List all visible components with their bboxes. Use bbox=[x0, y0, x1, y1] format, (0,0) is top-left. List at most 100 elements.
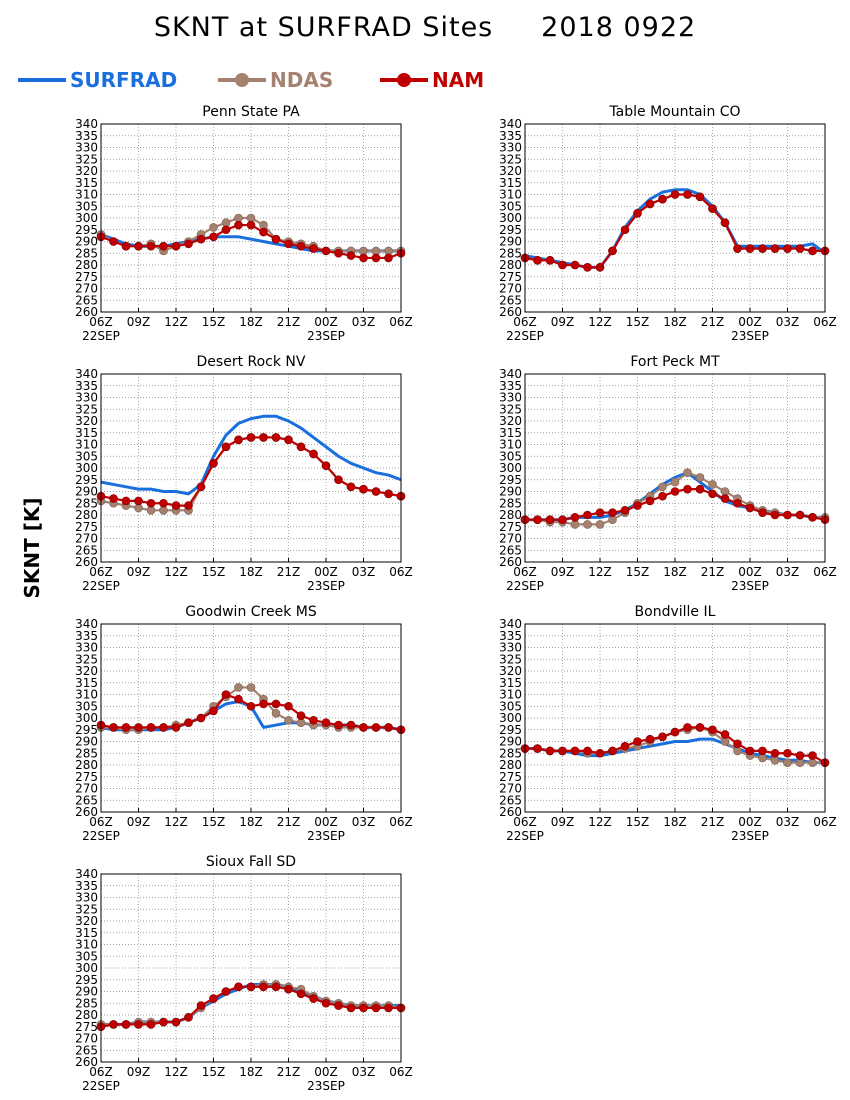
data-point-nam bbox=[633, 737, 642, 746]
data-point-nam bbox=[620, 225, 630, 235]
panel-title: Table Mountain CO bbox=[608, 104, 740, 120]
data-point-nam bbox=[109, 237, 118, 246]
data-point-nam bbox=[808, 513, 817, 522]
y-tick-label: 290 bbox=[499, 735, 522, 749]
data-point-nam bbox=[309, 716, 318, 725]
x-tick-label: 06Z bbox=[89, 815, 113, 829]
data-point-nam bbox=[645, 496, 655, 506]
y-tick-label: 285 bbox=[75, 496, 98, 510]
chart-panel-table-mountain-co: Table Mountain CO 26026527027528028529029… bbox=[499, 104, 837, 343]
y-tick-label: 315 bbox=[75, 426, 98, 440]
legend-line-ndas-icon bbox=[218, 73, 266, 87]
y-tick-label: 280 bbox=[499, 508, 522, 522]
data-point-nam bbox=[146, 498, 156, 508]
x-tick-label: 15Z bbox=[626, 565, 650, 579]
x-tick-label: 15Z bbox=[202, 1065, 226, 1079]
x-tick-label: 06Z bbox=[89, 565, 113, 579]
panel-title: Bondville IL bbox=[635, 604, 716, 620]
y-tick-label: 310 bbox=[75, 438, 98, 452]
y-tick-label: 270 bbox=[75, 282, 98, 296]
y-tick-label: 260 bbox=[499, 805, 522, 819]
data-point-nam bbox=[284, 239, 293, 249]
chart-panel-bondville-il: Bondville IL2602652702752802852902953003… bbox=[499, 604, 837, 843]
data-point-nam bbox=[384, 489, 393, 499]
x-tick-label: 06Z bbox=[89, 315, 113, 329]
data-point-nam bbox=[783, 748, 792, 758]
y-tick-label: 330 bbox=[75, 141, 98, 155]
data-point-nam bbox=[733, 498, 742, 508]
data-point-nam bbox=[371, 1003, 381, 1013]
y-tick-label: 270 bbox=[499, 532, 522, 546]
data-point-nam bbox=[720, 494, 730, 503]
data-point-nam bbox=[134, 496, 143, 506]
data-point-nam bbox=[708, 489, 717, 499]
y-tick-label: 295 bbox=[499, 723, 522, 737]
y-tick-label: 265 bbox=[499, 293, 522, 307]
y-tick-label: 300 bbox=[75, 211, 98, 225]
data-point-nam bbox=[184, 1013, 193, 1022]
y-tick-label: 300 bbox=[75, 711, 98, 725]
y-tick-label: 265 bbox=[75, 293, 98, 307]
y-tick-label: 285 bbox=[75, 746, 98, 760]
chart-panel-penn-state-pa: Penn State PA 260265270275280285290295300… bbox=[75, 104, 413, 343]
data-point-nam bbox=[259, 227, 268, 237]
data-point-nam bbox=[171, 1017, 181, 1027]
data-point-nam bbox=[284, 701, 293, 711]
y-tick-label: 325 bbox=[499, 402, 522, 416]
data-point-nam bbox=[620, 505, 630, 515]
data-point-nam bbox=[608, 508, 617, 517]
data-point-nam bbox=[121, 496, 131, 506]
y-tick-label: 335 bbox=[499, 129, 522, 143]
x-tick-label: 03Z bbox=[352, 1065, 376, 1079]
x-tick-label: 06Z bbox=[813, 315, 837, 329]
y-tick-label: 260 bbox=[75, 555, 98, 569]
data-point-nam bbox=[708, 204, 717, 213]
x-tick-label: 21Z bbox=[701, 565, 725, 579]
x-tick-label: 15Z bbox=[202, 815, 226, 829]
data-point-nam bbox=[645, 199, 655, 209]
data-point-nam bbox=[708, 725, 717, 735]
x-tick-label: 21Z bbox=[277, 1065, 301, 1079]
y-tick-label: 310 bbox=[75, 938, 98, 952]
y-tick-label: 295 bbox=[499, 473, 522, 487]
data-point-nam bbox=[334, 720, 343, 730]
data-point-nam bbox=[109, 1020, 118, 1029]
x-tick-label: 06Z bbox=[513, 815, 537, 829]
x-tick-label: 12Z bbox=[164, 315, 188, 329]
data-point-nam bbox=[683, 484, 692, 494]
y-tick-label: 285 bbox=[75, 996, 98, 1010]
data-point-nam bbox=[620, 741, 630, 751]
data-point-nam bbox=[159, 1017, 168, 1027]
x-tick-label: 18Z bbox=[239, 1065, 263, 1079]
date-label: 22SEP bbox=[82, 1079, 120, 1093]
data-point-nam bbox=[570, 260, 580, 270]
y-tick-label: 275 bbox=[75, 270, 98, 284]
y-tick-label: 270 bbox=[499, 782, 522, 796]
data-point-ndas bbox=[683, 468, 692, 478]
data-point-nam bbox=[196, 234, 206, 244]
data-point-nam bbox=[558, 746, 567, 756]
data-point-nam bbox=[209, 232, 218, 242]
data-point-nam bbox=[570, 746, 580, 756]
x-tick-label: 18Z bbox=[663, 815, 687, 829]
x-tick-label: 09Z bbox=[551, 565, 575, 579]
data-point-ndas bbox=[595, 520, 605, 529]
data-point-nam bbox=[159, 723, 168, 732]
data-point-nam bbox=[321, 998, 331, 1008]
data-point-nam bbox=[309, 994, 318, 1003]
data-point-ndas bbox=[670, 477, 680, 487]
data-point-nam bbox=[309, 244, 318, 253]
y-tick-label: 295 bbox=[75, 223, 98, 237]
data-point-nam bbox=[259, 699, 268, 709]
date-label: 22SEP bbox=[82, 329, 120, 343]
x-tick-label: 12Z bbox=[588, 565, 612, 579]
data-point-nam bbox=[346, 482, 356, 492]
data-point-nam bbox=[770, 748, 780, 758]
data-point-nam bbox=[758, 244, 767, 253]
y-tick-label: 330 bbox=[75, 391, 98, 405]
data-point-nam bbox=[533, 744, 542, 753]
y-tick-label: 305 bbox=[75, 949, 98, 963]
data-point-nam bbox=[146, 1020, 156, 1029]
data-point-nam bbox=[196, 482, 206, 492]
x-tick-label: 09Z bbox=[551, 815, 575, 829]
